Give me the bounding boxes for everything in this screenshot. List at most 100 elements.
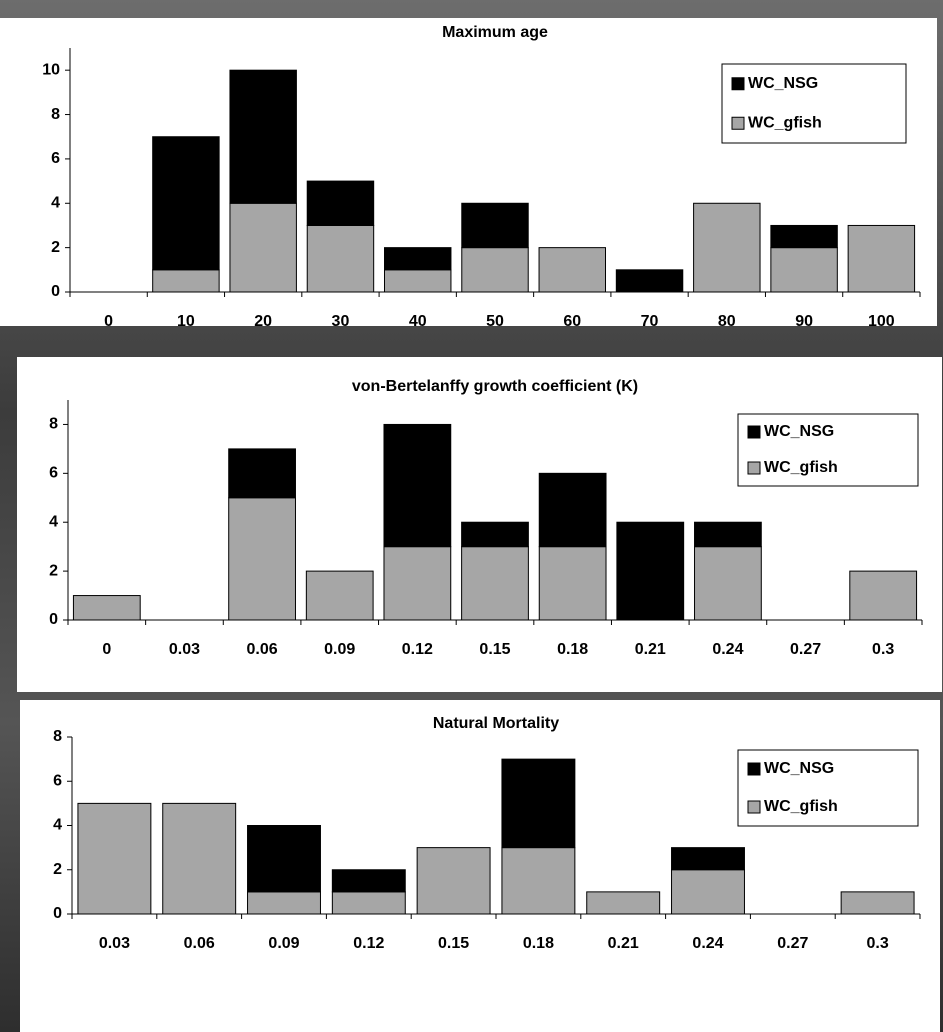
y-tick-label: 8 bbox=[53, 728, 62, 745]
legend-label: WC_NSG bbox=[764, 423, 834, 440]
x-tick-label: 60 bbox=[563, 313, 581, 330]
legend-swatch bbox=[732, 78, 744, 90]
legend-swatch bbox=[748, 426, 760, 438]
charts: Maximum age02468100102030405060708090100… bbox=[0, 0, 943, 1032]
bar-segment bbox=[153, 270, 219, 292]
y-tick-label: 2 bbox=[53, 861, 62, 878]
x-tick-label: 0 bbox=[102, 641, 111, 658]
x-tick-label: 10 bbox=[177, 313, 195, 330]
x-tick-label: 40 bbox=[409, 313, 427, 330]
bar-segment bbox=[695, 522, 762, 546]
bar-segment bbox=[771, 225, 837, 247]
bar-segment bbox=[672, 870, 745, 914]
bar-segment bbox=[229, 449, 296, 498]
x-tick-label: 0.06 bbox=[184, 935, 215, 952]
bar-segment bbox=[229, 498, 296, 620]
legend-label: WC_NSG bbox=[748, 75, 818, 92]
bar-segment bbox=[850, 571, 917, 620]
bar-segment bbox=[771, 248, 837, 292]
bar-segment bbox=[587, 892, 660, 914]
bar-segment bbox=[539, 248, 605, 292]
legend-label: WC_gfish bbox=[748, 114, 822, 131]
bar-segment bbox=[73, 596, 140, 620]
chart-title: Natural Mortality bbox=[433, 715, 559, 732]
bar-segment bbox=[462, 522, 529, 546]
legend-label: WC_gfish bbox=[764, 798, 838, 815]
bar-segment bbox=[332, 870, 405, 892]
bar-segment bbox=[617, 522, 684, 620]
x-tick-label: 100 bbox=[868, 313, 895, 330]
x-tick-label: 0.03 bbox=[99, 935, 130, 952]
y-tick-label: 2 bbox=[51, 239, 60, 256]
legend-swatch bbox=[748, 462, 760, 474]
bar-segment bbox=[841, 892, 914, 914]
y-tick-label: 0 bbox=[49, 611, 58, 628]
x-tick-label: 0.21 bbox=[635, 641, 666, 658]
x-tick-label: 0.12 bbox=[402, 641, 433, 658]
bar-segment bbox=[672, 848, 745, 870]
y-tick-label: 4 bbox=[49, 513, 58, 530]
x-tick-label: 0.27 bbox=[777, 935, 808, 952]
y-tick-label: 0 bbox=[53, 905, 62, 922]
x-tick-label: 20 bbox=[254, 313, 272, 330]
bar-segment bbox=[306, 571, 373, 620]
x-tick-label: 80 bbox=[718, 313, 736, 330]
bar-segment bbox=[417, 848, 490, 914]
bar-segment bbox=[502, 848, 575, 914]
bar-segment bbox=[462, 248, 528, 292]
chart-title: Maximum age bbox=[442, 24, 548, 41]
bar-segment bbox=[539, 473, 606, 546]
x-tick-label: 0.24 bbox=[712, 641, 743, 658]
x-tick-label: 0.12 bbox=[353, 935, 384, 952]
bar-segment bbox=[848, 225, 914, 292]
x-tick-label: 0.15 bbox=[479, 641, 510, 658]
x-tick-label: 70 bbox=[641, 313, 659, 330]
chart-title: von-Bertelanffy growth coefficient (K) bbox=[352, 378, 638, 395]
y-tick-label: 6 bbox=[51, 150, 60, 167]
y-tick-label: 0 bbox=[51, 283, 60, 300]
bar-segment bbox=[78, 803, 151, 914]
bar-segment bbox=[502, 759, 575, 848]
y-tick-label: 8 bbox=[49, 416, 58, 433]
y-tick-label: 2 bbox=[49, 562, 58, 579]
legend-swatch bbox=[748, 763, 760, 775]
bar-segment bbox=[462, 203, 528, 247]
y-tick-label: 8 bbox=[51, 106, 60, 123]
bar-segment bbox=[153, 137, 219, 270]
legend-swatch bbox=[748, 801, 760, 813]
bar-segment bbox=[248, 826, 321, 892]
y-tick-label: 4 bbox=[53, 817, 62, 834]
bar-segment bbox=[385, 248, 451, 270]
x-tick-label: 0.03 bbox=[169, 641, 200, 658]
bar-segment bbox=[307, 225, 373, 292]
x-tick-label: 50 bbox=[486, 313, 504, 330]
bar-segment bbox=[695, 547, 762, 620]
x-tick-label: 0.15 bbox=[438, 935, 469, 952]
bar-segment bbox=[384, 424, 451, 546]
x-tick-label: 30 bbox=[332, 313, 350, 330]
x-tick-label: 0.09 bbox=[268, 935, 299, 952]
bar-segment bbox=[230, 70, 296, 203]
x-tick-label: 0.09 bbox=[324, 641, 355, 658]
y-tick-label: 6 bbox=[53, 772, 62, 789]
bar-segment bbox=[694, 203, 760, 292]
x-tick-label: 0.18 bbox=[523, 935, 554, 952]
bar-segment bbox=[332, 892, 405, 914]
x-tick-label: 90 bbox=[795, 313, 813, 330]
page: Maximum age02468100102030405060708090100… bbox=[0, 0, 943, 1032]
legend-label: WC_NSG bbox=[764, 760, 834, 777]
x-tick-label: 0.3 bbox=[872, 641, 894, 658]
bar-segment bbox=[616, 270, 682, 292]
bar-segment bbox=[248, 892, 321, 914]
legend-swatch bbox=[732, 117, 744, 129]
bar-segment bbox=[384, 547, 451, 620]
y-tick-label: 4 bbox=[51, 194, 60, 211]
x-tick-label: 0.21 bbox=[608, 935, 639, 952]
bar-segment bbox=[163, 803, 236, 914]
y-tick-label: 10 bbox=[42, 61, 60, 78]
legend-label: WC_gfish bbox=[764, 459, 838, 476]
y-tick-label: 6 bbox=[49, 465, 58, 482]
x-tick-label: 0.18 bbox=[557, 641, 588, 658]
x-tick-label: 0 bbox=[104, 313, 113, 330]
x-tick-label: 0.3 bbox=[866, 935, 888, 952]
